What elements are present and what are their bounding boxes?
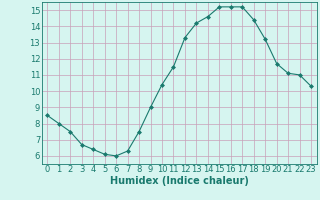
X-axis label: Humidex (Indice chaleur): Humidex (Indice chaleur) — [110, 176, 249, 186]
